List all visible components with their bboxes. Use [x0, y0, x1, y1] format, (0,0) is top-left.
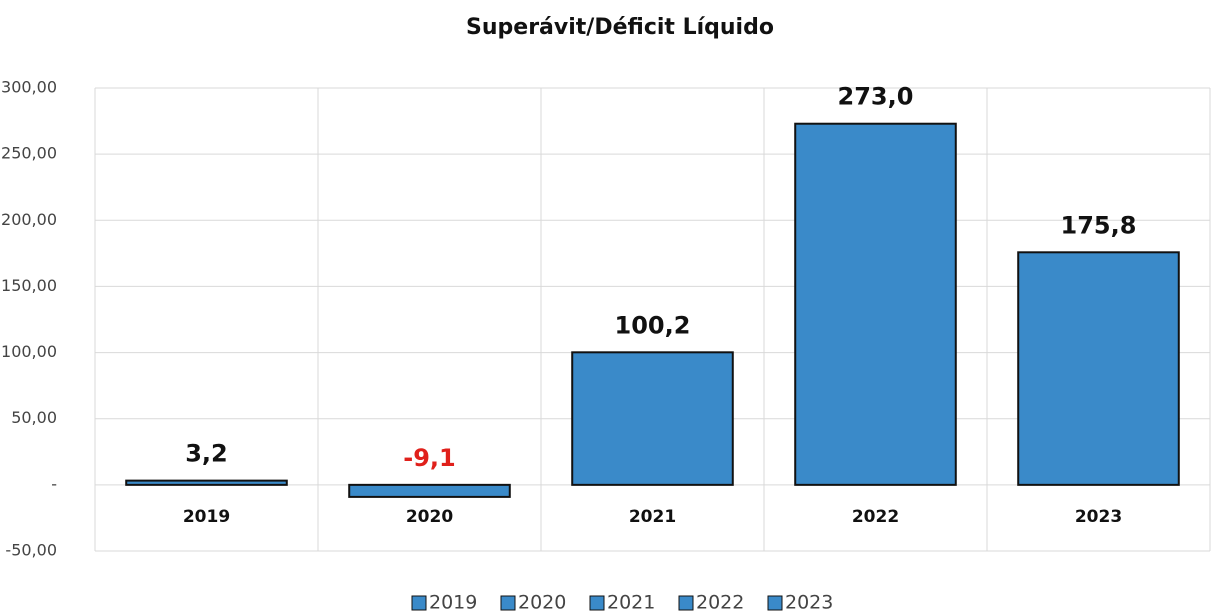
x-tick-label: 2022 [852, 507, 899, 527]
data-label: 273,0 [838, 83, 914, 111]
legend-swatch [589, 595, 605, 611]
legend-swatch [678, 595, 694, 611]
y-tick-label: 250,00 [1, 144, 57, 163]
legend-label: 2020 [518, 592, 566, 614]
legend-label: 2022 [696, 592, 744, 614]
y-tick-label: 50,00 [11, 408, 57, 427]
x-tick-label: 2020 [406, 507, 453, 527]
legend-label: 2019 [429, 592, 477, 614]
legend: 2019 2020 2021 2022 2023 [411, 592, 833, 614]
data-label: 100,2 [615, 311, 691, 339]
data-label: -9,1 [403, 444, 455, 472]
bar [571, 351, 734, 486]
y-tick-label: 300,00 [1, 78, 57, 97]
chart-title: Superávit/Déficit Líquido [466, 15, 774, 40]
legend-swatch [411, 595, 427, 611]
data-label: 3,2 [185, 440, 228, 468]
x-tick-label: 2021 [629, 507, 676, 527]
y-tick-label: - [51, 474, 57, 493]
bar [1017, 251, 1180, 486]
bar [125, 479, 288, 486]
bar [794, 122, 957, 486]
legend-swatch [767, 595, 783, 611]
y-tick-label: 150,00 [1, 276, 57, 295]
legend-swatch [500, 595, 516, 611]
y-tick-label: -50,00 [5, 541, 57, 560]
x-tick-label: 2019 [183, 507, 230, 527]
data-label: 175,8 [1061, 211, 1137, 239]
x-tick-label: 2023 [1075, 507, 1122, 527]
y-tick-label: 200,00 [1, 210, 57, 229]
y-tick-label: 100,00 [1, 342, 57, 361]
legend-label: 2023 [785, 592, 833, 614]
legend-label: 2021 [607, 592, 655, 614]
bar [348, 483, 511, 498]
